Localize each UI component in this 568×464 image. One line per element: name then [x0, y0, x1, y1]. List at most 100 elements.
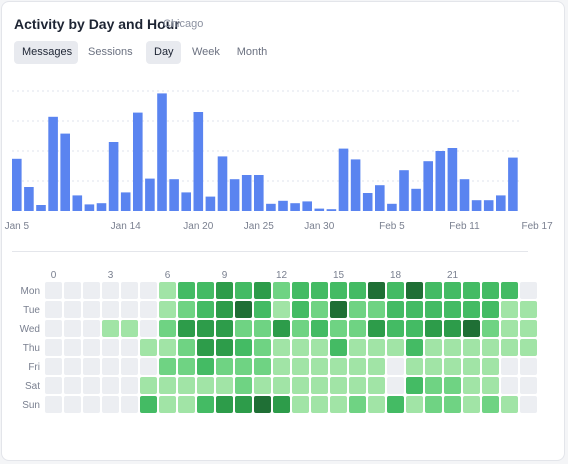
bar — [12, 158, 22, 211]
hour-label: 15 — [333, 270, 345, 281]
heatmap-cell — [178, 377, 195, 394]
heatmap-cell — [501, 320, 518, 337]
heatmap-cell — [387, 358, 404, 375]
heatmap-cell — [121, 339, 138, 356]
tab-messages[interactable]: Messages — [14, 41, 78, 64]
heatmap-cell — [292, 358, 309, 375]
bar — [24, 187, 34, 211]
heatmap-cell — [444, 377, 461, 394]
tab-month[interactable]: Month — [236, 46, 268, 58]
bar — [435, 151, 446, 211]
heatmap-cell — [482, 396, 499, 413]
heatmap-cell — [83, 339, 100, 356]
heatmap-cell — [406, 301, 423, 318]
hour-label: 6 — [165, 270, 171, 281]
heatmap-cell — [330, 339, 347, 356]
heatmap-cell — [425, 339, 442, 356]
heatmap-cell — [140, 339, 157, 356]
heatmap-cell — [520, 301, 537, 318]
bar — [338, 148, 349, 211]
heatmap-cell — [178, 358, 195, 375]
heatmap-cell — [444, 320, 461, 337]
heatmap-cell — [197, 358, 214, 375]
heatmap-cell — [197, 301, 214, 318]
heatmap-cell — [463, 339, 480, 356]
heatmap-cell — [273, 339, 290, 356]
heatmap-cell — [64, 282, 81, 299]
heatmap-cell — [102, 339, 119, 356]
bar — [483, 200, 494, 211]
heatmap-cell — [387, 396, 404, 413]
bar — [205, 196, 216, 211]
heatmap-cell — [140, 396, 157, 413]
heatmap-cell — [235, 301, 252, 318]
heatmap-cell — [235, 282, 252, 299]
x-tick-label: Jan 5 — [5, 221, 30, 232]
bar — [84, 204, 95, 211]
heatmap-cell — [216, 301, 233, 318]
heatmap-cell — [482, 301, 499, 318]
hour-label: 12 — [276, 270, 288, 281]
heatmap-cell — [273, 282, 290, 299]
heatmap-cell — [292, 396, 309, 413]
heatmap-cell — [273, 320, 290, 337]
heatmap-cell — [387, 301, 404, 318]
heatmap-cell — [273, 301, 290, 318]
heatmap-cell — [216, 282, 233, 299]
heatmap-cell — [501, 377, 518, 394]
bar — [72, 195, 83, 211]
messages-bar-chart: Jan 5 Jan 14 Jan 20 Jan 25 Jan 30 Feb 5 Feb 11… — [5, 90, 553, 232]
bar — [423, 161, 433, 211]
heatmap-cell — [406, 377, 423, 394]
heatmap-cell — [83, 377, 100, 394]
heatmap-cell — [140, 320, 157, 337]
heatmap-cell — [406, 358, 423, 375]
hour-label: 18 — [390, 270, 402, 281]
heatmap-cell — [292, 301, 309, 318]
heatmap-cell — [64, 396, 81, 413]
heatmap-cell — [349, 396, 366, 413]
heatmap-cell — [254, 396, 271, 413]
heatmap-cell — [463, 377, 480, 394]
heatmap-cell — [406, 396, 423, 413]
heatmap-cell — [102, 377, 119, 394]
tab-day[interactable]: Day — [146, 41, 181, 64]
heatmap-cell — [159, 396, 176, 413]
bar — [471, 200, 482, 211]
heatmap-cell — [311, 358, 328, 375]
heatmap-cell — [368, 396, 385, 413]
bar — [48, 116, 58, 211]
heatmap-cell — [425, 320, 442, 337]
bar — [145, 178, 155, 211]
card-title: Activity by Day and Hour — [14, 16, 180, 32]
heatmap-cell — [520, 282, 537, 299]
heatmap-cell — [520, 358, 537, 375]
heatmap-cell — [444, 282, 461, 299]
heatmap-cell — [330, 377, 347, 394]
heatmap-cell — [45, 301, 62, 318]
heatmap-cell — [159, 358, 176, 375]
tab-sessions[interactable]: Sessions — [88, 46, 133, 58]
heatmap-cell — [463, 320, 480, 337]
heatmap-cell — [178, 282, 195, 299]
heatmap-cell — [368, 320, 385, 337]
heatmap-cell — [444, 396, 461, 413]
heatmap-cell — [330, 282, 347, 299]
heatmap-cell — [330, 301, 347, 318]
heatmap-cell — [349, 301, 366, 318]
heatmap-cell — [311, 339, 328, 356]
heatmap-cell — [425, 377, 442, 394]
bar — [314, 208, 325, 211]
heatmap-cell — [235, 377, 252, 394]
bar — [133, 112, 143, 211]
bar — [217, 156, 228, 211]
heatmap-cell — [349, 282, 366, 299]
heatmap-cell — [349, 377, 366, 394]
bar — [375, 185, 385, 211]
heatmap-cell — [159, 282, 176, 299]
heatmap-cell — [349, 320, 366, 337]
tab-week[interactable]: Week — [192, 46, 220, 58]
heatmap-cell — [368, 282, 385, 299]
bar — [193, 112, 204, 211]
